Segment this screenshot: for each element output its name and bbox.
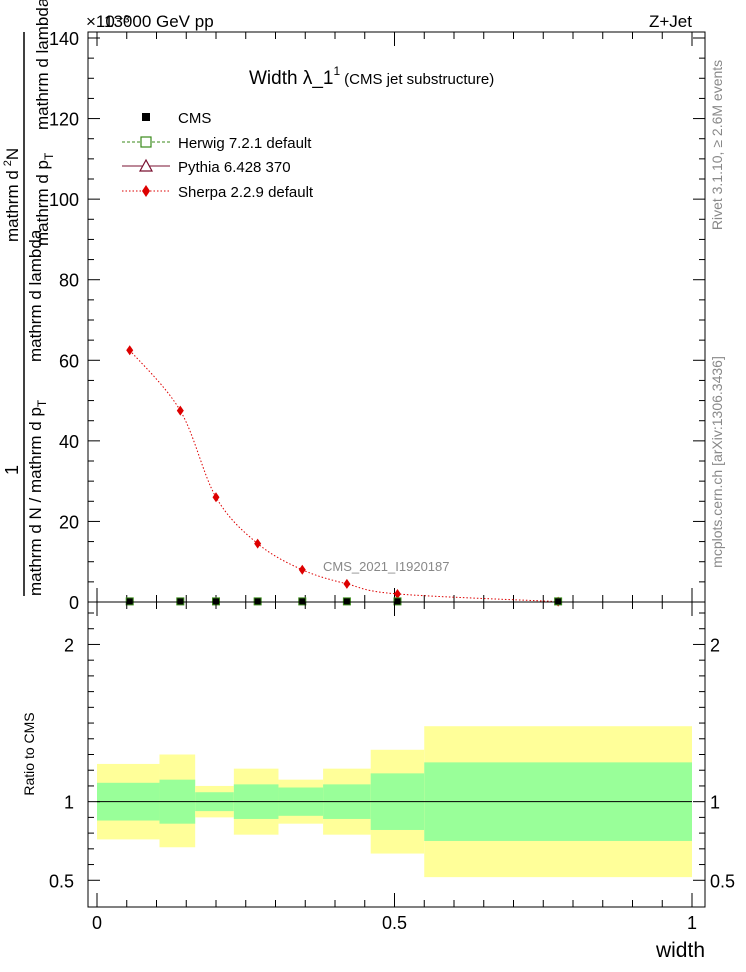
ratio-ytick-label-right: 2 <box>710 635 720 655</box>
chart-title: Width λ_11 (CMS jet substructure) <box>249 64 494 89</box>
cms-point <box>394 598 401 605</box>
ratio-xtick-label: 0 <box>92 913 102 933</box>
sherpa-point <box>393 588 401 599</box>
ylabel-numerator-d: mathrm d lambda <box>33 0 52 130</box>
ratio-ytick-label-right: 1 <box>710 793 720 813</box>
legend-entry: CMS <box>142 110 211 127</box>
sherpa-point <box>126 345 134 356</box>
mcplots-label: mcplots.cern.ch [arXiv:1306.3436] <box>709 356 725 568</box>
cms-point <box>343 598 350 605</box>
legend-marker <box>142 113 150 121</box>
ratio-ylabel: Ratio to CMS <box>21 712 37 795</box>
ratio-y-axis: 0.5 0.5 1 1 2 2 <box>49 612 735 891</box>
rivet-label: Rivet 3.1.10, ≥ 2.6M events <box>709 60 725 230</box>
main-ytick-label: 0 <box>69 593 79 613</box>
legend-label: Sherpa 2.2.9 default <box>178 184 314 201</box>
main-panel: 0 20 40 60 80 100 120 140 Width λ_11 (CMS jet su… <box>49 29 706 613</box>
cms-point <box>126 598 133 605</box>
ratio-ytick-label: 2 <box>64 635 74 655</box>
ylabel-numerator: mathrm d2N <box>2 148 22 242</box>
sherpa-point <box>343 578 351 589</box>
main-ytick-label: 80 <box>59 271 79 291</box>
cms-series <box>125 597 563 606</box>
main-ytick-label: 60 <box>59 351 79 371</box>
legend-entry: Pythia 6.428 370 <box>122 158 291 176</box>
legend-entry: Herwig 7.2.1 default <box>122 135 312 152</box>
exponent-label: ×10⁻³ <box>86 12 130 31</box>
main-ytick-label: 140 <box>49 29 79 49</box>
process-label: Z+Jet <box>649 12 692 31</box>
legend: CMS Herwig 7.2.1 default Pythia 6.428 370 S… <box>122 110 314 201</box>
cms-point <box>254 598 261 605</box>
legend-entry: Sherpa 2.2.9 default <box>122 184 314 201</box>
ratio-xtick-label: 1 <box>687 913 697 933</box>
ratio-panel: 0.5 0.51 12 2 0 0.5 1 Ratio to CMS width <box>21 601 735 962</box>
ylabel-numerator-c: mathrm d pT <box>33 152 56 246</box>
sherpa-point <box>212 492 220 503</box>
ylabel-denominator: mathrm d N / mathrm d pT <box>26 399 49 596</box>
legend-marker <box>140 136 152 148</box>
legend-label: Pythia 6.428 370 <box>178 159 291 176</box>
ratio-ytick-label: 1 <box>64 793 74 813</box>
cms-point <box>299 598 306 605</box>
main-x-ticks <box>96 32 693 602</box>
analysis-label: CMS_2021_I1920187 <box>323 559 450 574</box>
cms-point <box>177 598 184 605</box>
energy-label: 13000 GeV pp <box>104 12 214 31</box>
sherpa-point <box>254 538 262 549</box>
sherpa-series <box>126 345 562 607</box>
ylabel-denominator-part2: mathrm d lambda <box>26 229 45 362</box>
ylabel-one: 1 <box>2 465 22 475</box>
main-ytick-label: 120 <box>49 110 79 130</box>
ratio-ytick-label: 0.5 <box>49 871 74 891</box>
legend-label: CMS <box>178 110 211 127</box>
legend-marker <box>138 158 154 172</box>
sherpa-point <box>176 405 184 416</box>
x-axis-label: width <box>655 939 705 962</box>
ratio-xtick-label: 0.5 <box>382 913 407 933</box>
main-ytick-label: 20 <box>59 512 79 532</box>
ratio-x-axis: 0 0.5 1 <box>92 602 697 933</box>
cms-point <box>555 598 562 605</box>
ratio-ytick-label-right: 0.5 <box>710 871 735 891</box>
sherpa-point <box>298 564 306 575</box>
legend-marker <box>142 185 150 197</box>
sherpa-line <box>129 349 559 603</box>
main-ytick-label: 40 <box>59 432 79 452</box>
legend-label: Herwig 7.2.1 default <box>178 135 312 152</box>
main-ytick-label: 100 <box>49 190 79 210</box>
main-y-axis: 0 20 40 60 80 100 120 140 <box>49 29 705 613</box>
cms-point <box>213 598 219 605</box>
